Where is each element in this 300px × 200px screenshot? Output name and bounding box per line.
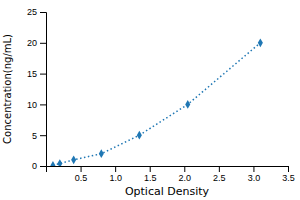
plot: 0.5 1.0 1.5 2.0 2.5 3.0 3.5 0 5 10 15 20 25: [27, 7, 295, 183]
point: [258, 38, 263, 47]
y-axis: 0 5 10 15 20 25: [27, 7, 47, 171]
x-tick-label: 3.0: [248, 173, 261, 183]
y-tick-mark: [40, 43, 46, 44]
y-tick-mark: [40, 104, 46, 105]
x-tick-mark: [184, 166, 185, 172]
x-tick-label: 1.5: [144, 173, 157, 183]
point: [99, 149, 104, 158]
x-tick-mark: [81, 166, 82, 172]
point: [185, 100, 190, 109]
x-tick-label: 0.5: [75, 173, 88, 183]
point: [50, 161, 55, 166]
y-tick-label: 15: [27, 69, 37, 79]
y-tick: 10: [27, 100, 46, 110]
y-tick-mark: [40, 166, 46, 167]
x-tick: 1.5: [144, 166, 157, 183]
point: [57, 159, 62, 166]
chart: 0.5 1.0 1.5 2.0 2.5 3.0 3.5 0 5 10 15 20 25 Optical D…: [0, 0, 300, 200]
x-tick: 3.5: [282, 166, 295, 183]
x-tick-mark: [150, 166, 151, 172]
x-tick-mark: [288, 166, 289, 172]
y-tick-label: 5: [32, 131, 37, 141]
point: [137, 131, 142, 140]
x-tick: 3.0: [248, 166, 261, 183]
x-tick: 2.0: [179, 166, 192, 183]
y-tick: 0: [32, 161, 46, 171]
x-tick-mark: [219, 166, 220, 172]
x-tick-mark: [253, 166, 254, 172]
marks: [50, 38, 262, 166]
point: [71, 155, 76, 164]
x-tick-label: 2.0: [179, 173, 192, 183]
x-tick-label: 1.0: [109, 173, 122, 183]
x-tick: 1.0: [109, 166, 122, 183]
y-tick-mark: [40, 12, 46, 13]
line: [53, 43, 260, 166]
y-tick-label: 10: [27, 100, 37, 110]
y-axis-line: [40, 13, 47, 167]
y-tick-mark: [40, 135, 46, 136]
x-axis-title: Optical Density: [125, 185, 210, 198]
x-tick: 0.5: [75, 166, 88, 183]
y-tick: 5: [32, 131, 46, 141]
y-tick: 15: [27, 69, 46, 79]
y-tick-label: 20: [27, 38, 37, 48]
x-tick-mark: [115, 166, 116, 172]
x-tick-label: 3.5: [282, 173, 295, 183]
y-axis-title: Concentration(ng/mL): [2, 34, 13, 144]
x-tick-label: 2.5: [213, 173, 226, 183]
y-tick-label: 25: [27, 7, 37, 17]
y-tick-mark: [40, 74, 46, 75]
y-tick: 25: [27, 7, 46, 17]
x-axis: 0.5 1.0 1.5 2.0 2.5 3.0 3.5: [47, 166, 295, 183]
x-tick: 2.5: [213, 166, 226, 183]
y-tick: 20: [27, 38, 46, 48]
x-axis-line: [47, 167, 289, 173]
y-tick-label: 0: [32, 161, 37, 171]
